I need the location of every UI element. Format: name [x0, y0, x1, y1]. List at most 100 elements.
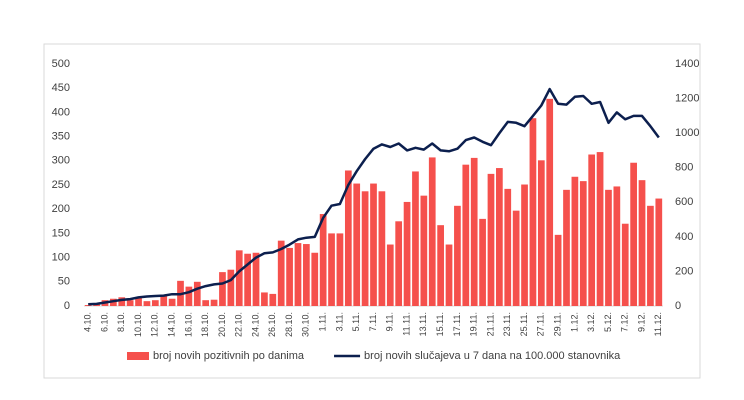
bar: [311, 252, 319, 306]
bar: [227, 269, 235, 306]
bar: [261, 292, 268, 306]
x-tick-label: 18.10.: [200, 312, 210, 337]
y-tick-label: 0: [64, 300, 70, 312]
y-tick-label: 500: [52, 58, 70, 70]
bar: [202, 300, 210, 306]
bar: [571, 176, 579, 306]
x-tick-label: 25.11.: [519, 312, 529, 336]
bar: [437, 225, 444, 306]
x-tick-label: 22.10.: [234, 312, 244, 337]
y-tick-label: 400: [52, 106, 70, 118]
bar: [303, 244, 310, 306]
bar: [588, 154, 596, 306]
x-tick-label: 14.10.: [166, 312, 176, 337]
y-tick-label: 100: [52, 252, 70, 264]
x-tick-label: 10.10.: [133, 312, 143, 337]
y2-tick-label: 200: [675, 265, 693, 277]
x-tick-label: 16.10.: [183, 312, 193, 337]
bar: [185, 286, 193, 306]
bar: [126, 300, 134, 306]
bar: [395, 221, 403, 306]
bar: [613, 186, 621, 306]
x-tick-label: 12.10.: [150, 312, 160, 337]
bar: [479, 218, 486, 306]
x-tick-label: 1.12.: [569, 312, 579, 332]
y2-tick-label: 1400: [675, 58, 699, 70]
bar: [168, 298, 176, 306]
bar: [445, 244, 453, 306]
bar: [378, 191, 386, 306]
bar: [403, 201, 411, 306]
bar: [596, 152, 604, 306]
bar: [277, 240, 285, 306]
chart-border: [43, 43, 701, 379]
bar: [361, 191, 369, 306]
bar: [135, 297, 142, 306]
x-tick-label: 5.11.: [351, 312, 361, 331]
bar: [328, 233, 335, 306]
bar: [454, 205, 461, 306]
bar: [537, 160, 545, 306]
y-tick-label: 200: [52, 203, 70, 215]
y-tick-label: 350: [52, 131, 70, 143]
bar: [370, 183, 377, 306]
bar: [319, 214, 327, 306]
bar: [521, 184, 528, 306]
y2-tick-label: 800: [675, 162, 693, 174]
bar: [219, 272, 226, 306]
y-tick-label: 50: [58, 276, 70, 288]
bar: [386, 244, 394, 306]
bar: [244, 253, 251, 306]
x-tick-label: 7.11.: [368, 312, 378, 331]
x-tick-label: 11.11.: [401, 312, 411, 336]
y-tick-label: 300: [52, 155, 70, 167]
x-tick-label: 23.11.: [502, 312, 512, 336]
bar: [151, 300, 159, 306]
bar: [638, 180, 646, 306]
bar: [160, 295, 168, 306]
x-tick-label: 24.10.: [250, 312, 260, 337]
bar: [579, 181, 587, 306]
x-tick-label: 30.10.: [301, 312, 311, 337]
bar: [193, 281, 201, 306]
x-tick-label: 17.11.: [452, 312, 462, 336]
x-tick-label: 8.10.: [116, 312, 126, 332]
bar: [647, 205, 654, 306]
x-tick-label: 4.10.: [83, 312, 93, 332]
bar: [621, 223, 629, 306]
bar: [496, 168, 503, 306]
bar: [563, 189, 570, 306]
bar: [655, 198, 663, 306]
x-tick-label: 19.11.: [469, 312, 479, 336]
x-tick-label: 9.11.: [385, 312, 395, 331]
x-tick-label: 26.10.: [267, 312, 277, 337]
x-tick-label: 7.12.: [620, 312, 630, 332]
y2-tick-label: 600: [675, 196, 693, 208]
bar: [353, 183, 361, 306]
bar: [470, 157, 478, 306]
bar: [143, 301, 151, 306]
bar: [118, 297, 126, 306]
bar: [235, 250, 243, 306]
x-tick-label: 1.11.: [318, 312, 328, 331]
bar: [546, 98, 554, 307]
bar: [462, 164, 470, 306]
x-tick-label: 9.12.: [636, 312, 646, 332]
x-tick-label: 29.11.: [552, 312, 562, 336]
x-tick-label: 6.10.: [99, 312, 109, 332]
bar: [269, 293, 277, 306]
y2-tick-label: 1200: [675, 92, 699, 104]
bar: [84, 305, 92, 306]
legend-label: broj novih slučajeva u 7 dana na 100.000…: [364, 350, 621, 362]
line: [88, 87, 660, 306]
x-tick-label: 5.12.: [603, 312, 613, 332]
bar: [252, 252, 260, 306]
bar: [504, 188, 512, 306]
y2-tick-label: 1000: [675, 127, 699, 139]
y-tick-label: 150: [52, 227, 70, 239]
bar: [286, 247, 293, 306]
bar: [420, 195, 428, 306]
x-tick-label: 13.11.: [418, 312, 428, 336]
x-tick-label: 3.11.: [334, 312, 344, 331]
y2-tick-label: 0: [675, 300, 681, 312]
